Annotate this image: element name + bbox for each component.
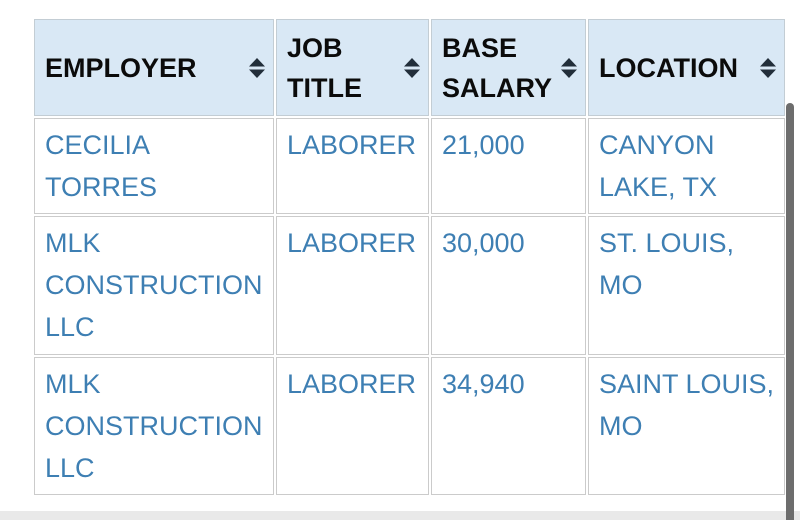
cell-base-salary: 30,000 — [431, 216, 586, 355]
job-title-link[interactable]: LABORER — [287, 369, 417, 399]
cell-location: CANYON LAKE, TX — [588, 118, 785, 214]
location-link[interactable]: ST. LOUIS, MO — [599, 228, 735, 300]
column-header-location[interactable]: LOCATION — [588, 19, 785, 116]
location-link[interactable]: SAINT LOUIS, MO — [599, 369, 775, 441]
cell-job-title: LABORER — [276, 118, 429, 214]
base-salary-link[interactable]: 34,940 — [442, 369, 525, 399]
job-title-link[interactable]: LABORER — [287, 130, 417, 160]
header-row: EMPLOYER JOB TITLE — [34, 19, 785, 116]
column-header-label: LOCATION — [599, 52, 738, 83]
cell-base-salary: 34,940 — [431, 357, 586, 495]
sort-updown-icon — [760, 57, 776, 78]
column-header-base-salary[interactable]: BASE SALARY — [431, 19, 586, 116]
sort-updown-icon — [249, 57, 265, 78]
cell-employer: CECILIA TORRES — [34, 118, 274, 214]
location-link[interactable]: CANYON LAKE, TX — [599, 130, 718, 202]
sort-updown-icon — [404, 57, 420, 78]
job-title-link[interactable]: LABORER — [287, 228, 417, 258]
column-header-label: EMPLOYER — [45, 52, 197, 83]
vertical-scrollbar-thumb[interactable] — [786, 103, 794, 520]
salary-table: EMPLOYER JOB TITLE — [32, 17, 787, 497]
cell-base-salary: 21,000 — [431, 118, 586, 214]
employer-link[interactable]: MLK CONSTRUCTION LLC — [45, 228, 263, 342]
cell-employer: MLK CONSTRUCTION LLC — [34, 216, 274, 355]
sort-updown-icon — [561, 57, 577, 78]
cell-job-title: LABORER — [276, 216, 429, 355]
cell-location: SAINT LOUIS, MO — [588, 357, 785, 495]
table-header: EMPLOYER JOB TITLE — [34, 19, 785, 116]
cell-job-title: LABORER — [276, 357, 429, 495]
base-salary-link[interactable]: 30,000 — [442, 228, 525, 258]
cell-location: ST. LOUIS, MO — [588, 216, 785, 355]
table-row: MLK CONSTRUCTION LLC LABORER 30,000 ST. … — [34, 216, 785, 355]
column-header-employer[interactable]: EMPLOYER — [34, 19, 274, 116]
base-salary-link[interactable]: 21,000 — [442, 130, 525, 160]
table-row: MLK CONSTRUCTION LLC LABORER 34,940 SAIN… — [34, 357, 785, 495]
employer-link[interactable]: CECILIA TORRES — [45, 130, 158, 202]
table-row: CECILIA TORRES LABORER 21,000 CANYON LAK… — [34, 118, 785, 214]
employer-link[interactable]: MLK CONSTRUCTION LLC — [45, 369, 263, 483]
table-body: CECILIA TORRES LABORER 21,000 CANYON LAK… — [34, 118, 785, 495]
column-header-label: JOB TITLE — [287, 32, 362, 103]
column-header-job-title[interactable]: JOB TITLE — [276, 19, 429, 116]
column-header-label: BASE SALARY — [442, 32, 553, 103]
bottom-page-strip — [0, 511, 800, 520]
cell-employer: MLK CONSTRUCTION LLC — [34, 357, 274, 495]
